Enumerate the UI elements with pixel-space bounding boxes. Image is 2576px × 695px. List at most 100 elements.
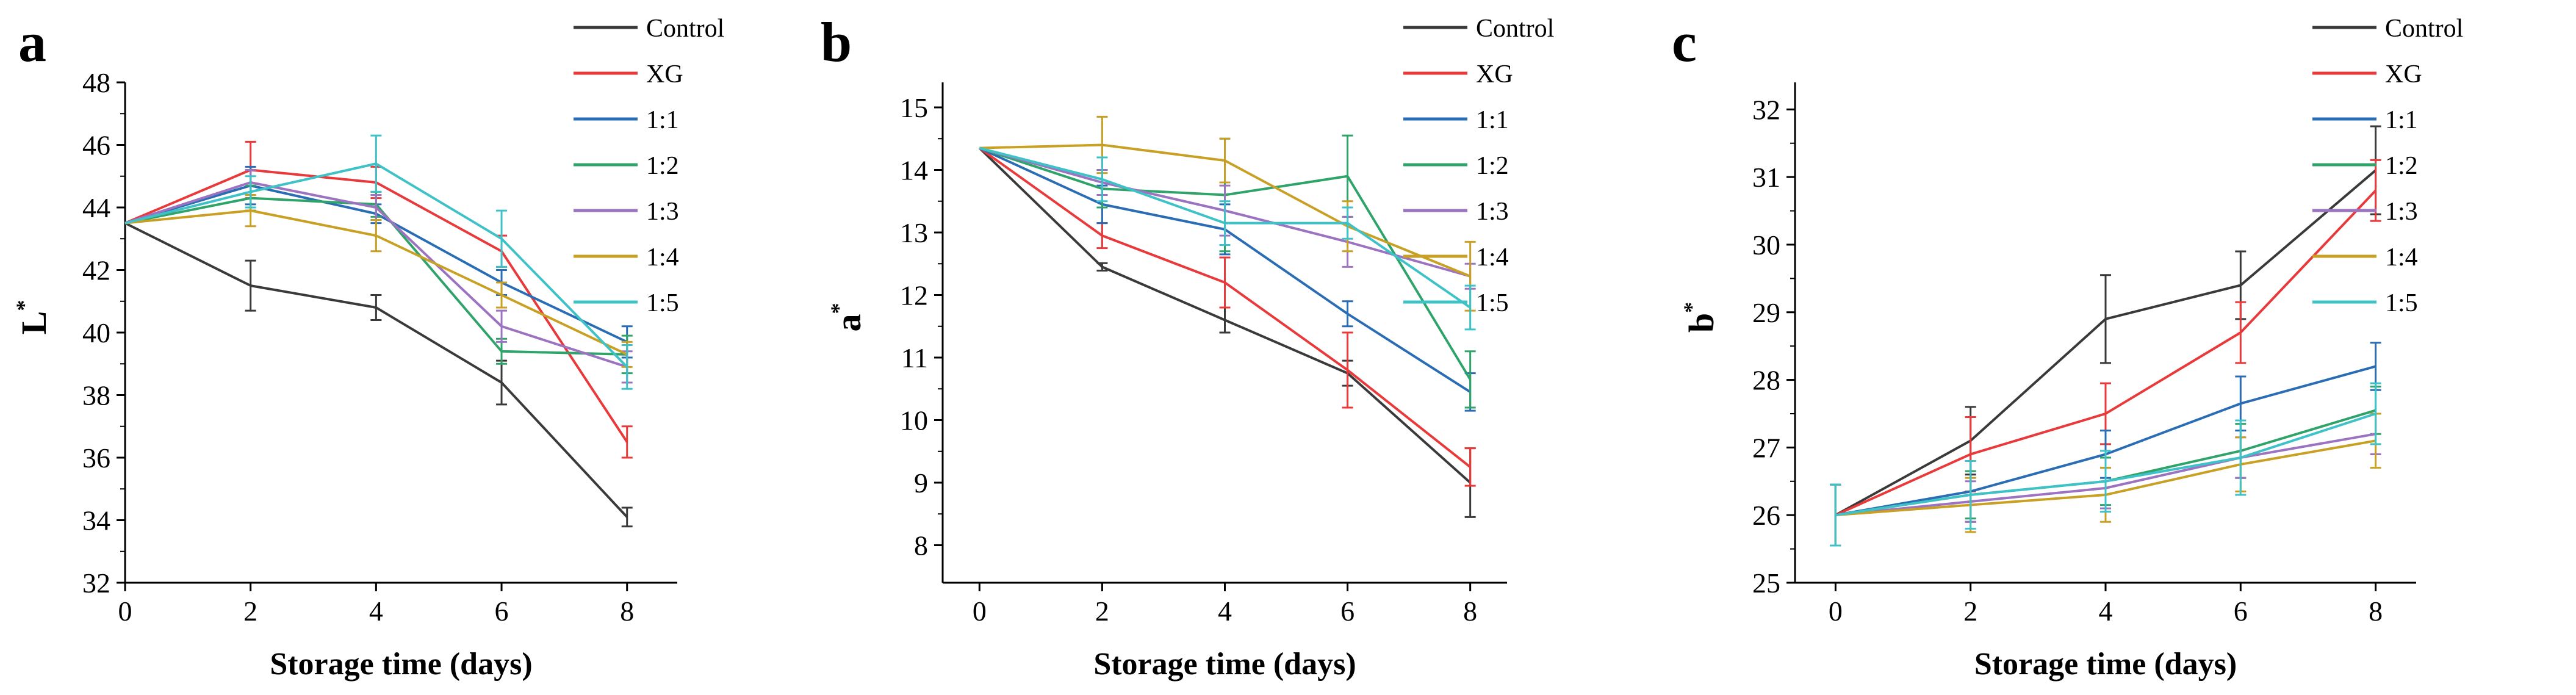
x-axis-title: Storage time (days) (270, 647, 532, 682)
series-line (124, 221, 628, 518)
x-tick-label: 2 (243, 596, 257, 627)
y-tick-label: 25 (1752, 567, 1780, 599)
y-tick-label: 13 (900, 217, 928, 248)
x-tick-label: 0 (118, 596, 132, 627)
x-tick-label: 0 (973, 596, 987, 627)
panel-c: c 0 2 4 6 8 25 26 27 28 29 30 31 32 Storage time (days… (1672, 11, 2463, 682)
y-tick-label: 8 (914, 530, 928, 561)
series-Control (978, 147, 1476, 518)
x-tick-label: 4 (2099, 596, 2113, 627)
series-line (979, 143, 1471, 278)
y-tick-label: 40 (82, 317, 110, 348)
y-tick-label: 32 (82, 567, 110, 599)
y-axis-title: b* (1679, 302, 1721, 333)
series-1:5 (124, 134, 633, 390)
y-axis-title-superscript: * (12, 300, 36, 311)
legend-label: 1:3 (1476, 198, 1509, 226)
x-tick-label: 4 (369, 596, 383, 627)
series-1:2 (979, 134, 1476, 409)
legend-label: 1:1 (2385, 106, 2418, 134)
legend-label: 1:1 (1476, 106, 1509, 134)
y-axis-title: a* (826, 303, 868, 332)
y-tick-label: 29 (1752, 297, 1780, 328)
series-line (1835, 412, 2376, 517)
legend: Control XG 1:1 1:2 1:3 1:4 1:5 (2312, 15, 2463, 317)
series-Control (124, 221, 633, 528)
series-line (979, 146, 1471, 309)
y-axis-title-superscript: * (1679, 302, 1704, 313)
x-tick-label: 8 (1463, 596, 1477, 627)
x-tick-label: 8 (2369, 596, 2383, 627)
legend-label: 1:4 (1476, 243, 1509, 272)
series-1:5 (1830, 382, 2381, 547)
y-tick-label: 27 (1752, 432, 1780, 463)
legend-label: 1:5 (646, 289, 679, 317)
y-tick-label: 31 (1752, 162, 1780, 193)
legend: Control XG 1:1 1:2 1:3 1:4 1:5 (574, 15, 724, 317)
series-line (1835, 189, 2377, 517)
series-1:4 (979, 115, 1476, 312)
legend-label: XG (646, 60, 683, 88)
legend: Control XG 1:1 1:2 1:3 1:4 1:5 (1403, 15, 1554, 317)
legend-label: Control (1476, 15, 1554, 43)
x-tick-label: 6 (2234, 596, 2248, 627)
y-tick-label: 48 (82, 67, 110, 98)
legend-label: XG (1476, 60, 1513, 88)
legend-label: 1:2 (1476, 152, 1509, 180)
legend-label: 1:3 (646, 198, 679, 226)
series-XG (979, 146, 1476, 487)
y-tick-label: 30 (1752, 229, 1780, 261)
y-tick-label: 38 (82, 380, 110, 411)
legend-label: 1:1 (646, 106, 679, 134)
series-1:3 (124, 169, 633, 384)
series-line (124, 209, 628, 356)
legend-label: 1:4 (646, 243, 679, 272)
y-axis-title-main: a (829, 314, 868, 332)
panel-label: b (821, 11, 852, 73)
y-tick-label: 32 (1752, 94, 1780, 125)
y-tick-label: 42 (82, 255, 110, 286)
series-line (124, 162, 628, 368)
series-1:3 (979, 146, 1476, 290)
legend-label: 1:3 (2385, 198, 2418, 226)
x-tick-label: 6 (1340, 596, 1355, 627)
legend-label: 1:2 (646, 152, 679, 180)
legend-label: Control (2385, 15, 2463, 43)
y-tick-label: 12 (900, 280, 928, 311)
x-tick-label: 4 (1218, 596, 1232, 627)
series-1:1 (979, 146, 1476, 412)
series-line (978, 147, 1472, 484)
x-axis-title: Storage time (days) (1093, 647, 1356, 682)
x-tick-label: 2 (1963, 596, 1977, 627)
x-tick-label: 2 (1095, 596, 1109, 627)
y-axis-title-main: b (1682, 313, 1721, 333)
y-tick-label: 14 (900, 155, 928, 186)
y-axis-title: L* (12, 300, 54, 335)
legend-label: 1:4 (2385, 243, 2418, 272)
y-tick-label: 15 (900, 92, 928, 123)
y-axis-title-superscript: * (826, 303, 851, 314)
y-tick-label: 9 (914, 467, 928, 499)
panel-b: b 0 2 4 6 8 8 9 10 11 12 13 14 15 Storage time (days) a… (821, 11, 1554, 682)
x-tick-label: 0 (1829, 596, 1843, 627)
panel-label: a (18, 11, 46, 73)
legend-label: Control (646, 15, 724, 43)
y-tick-label: 44 (82, 192, 110, 223)
y-tick-label: 26 (1752, 500, 1780, 531)
x-axis-title: Storage time (days) (1974, 647, 2237, 682)
y-tick-label: 46 (82, 130, 110, 161)
panel-label: c (1672, 11, 1697, 73)
legend-label: 1:5 (1476, 289, 1509, 317)
series-1:5 (979, 146, 1476, 331)
x-tick-label: 6 (495, 596, 509, 627)
y-tick-label: 28 (1752, 365, 1780, 396)
x-tick-label: 8 (620, 596, 634, 627)
y-tick-label: 11 (901, 342, 928, 373)
series-line (1835, 169, 2376, 516)
series-1:4 (124, 194, 633, 368)
y-tick-label: 10 (900, 405, 928, 436)
series-line (979, 146, 1471, 468)
y-tick-label: 34 (82, 505, 110, 536)
